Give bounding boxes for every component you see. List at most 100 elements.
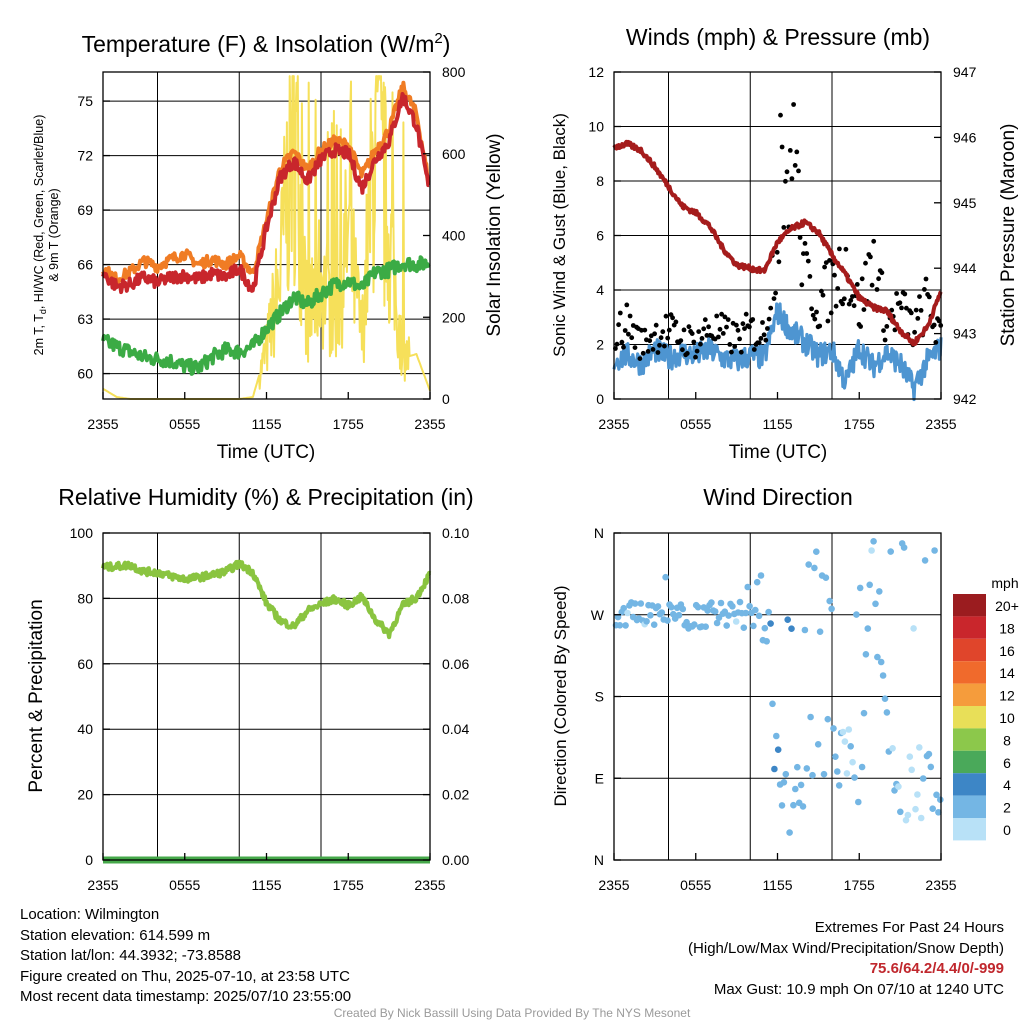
gust-markers [613, 102, 944, 361]
humidity-panel: Relative Humidity (%) & Precipitation (i… [26, 484, 474, 893]
direction-point [839, 728, 847, 736]
winds-y2-ticks: 942 943 944 945 946 947 [934, 64, 977, 407]
direction-point [771, 765, 778, 773]
direction-point [851, 774, 858, 781]
gust-point [655, 350, 661, 355]
gust-point [854, 282, 860, 287]
humidity-grid [103, 533, 430, 860]
speed-legend-label-8: 4 [1003, 777, 1011, 793]
winds-y2-tick-label-3: 945 [953, 195, 977, 211]
direction-point [746, 602, 753, 610]
humidity-y-tick-label-1: 20 [77, 787, 93, 803]
gust-point [629, 335, 635, 341]
gust-point [810, 312, 816, 318]
gust-point [743, 311, 749, 317]
gust-point [768, 305, 774, 311]
direction-point [668, 603, 675, 611]
gust-point [681, 327, 687, 333]
winds-x-tick-label-0: 2355 [598, 416, 629, 432]
speed-legend-label-4: 12 [999, 688, 1015, 704]
temperature-y-label-line1: 2m T, Td, HI/WC (Red, Green, Scarlet/Blu… [32, 115, 48, 356]
direction-point [927, 763, 935, 771]
direction-point [853, 611, 860, 618]
temperature-y-tick-label-5: 75 [77, 93, 93, 109]
humidity-y2-tick-label-4: 0.08 [442, 590, 469, 606]
direction-point [643, 618, 650, 625]
gust-point [837, 246, 842, 252]
direction-point [702, 623, 709, 630]
gust-point [706, 324, 711, 330]
temperature-panel: Temperature (F) & Insolation (W/m2) 60 63… [32, 30, 505, 463]
speed-legend-swatch-2 [953, 638, 986, 662]
direction-point [717, 599, 725, 607]
gust-point [820, 292, 826, 298]
series-line-station-pressure [612, 139, 943, 347]
gust-point [666, 327, 672, 333]
direction-point [780, 779, 788, 786]
gust-point [720, 331, 726, 336]
gust-point [719, 311, 724, 317]
winds-y-tick-label-6: 12 [588, 64, 604, 80]
gust-point [724, 324, 729, 330]
direction-y-label: Direction (Colored By Speed) [551, 585, 570, 806]
direction-x-tick-label-0: 2355 [598, 877, 629, 893]
direction-point [832, 753, 839, 760]
humidity-y2-tick-label-3: 0.06 [442, 656, 469, 672]
gust-point [694, 348, 700, 354]
gust-point [642, 327, 648, 333]
gust-point [717, 326, 723, 332]
speed-legend-label-2: 16 [999, 643, 1015, 659]
direction-point [691, 621, 698, 628]
direction-point [826, 597, 833, 605]
winds-y-tick-label-2: 4 [596, 282, 604, 298]
gust-point [828, 310, 834, 316]
series-line-2m-t [101, 92, 431, 295]
humidity-y-tick-label-0: 0 [85, 852, 93, 868]
direction-point [782, 770, 790, 778]
series-line-sonic-wind [612, 302, 943, 402]
latlon-text: Station lat/lon: 44.3932; -73.8588 [20, 947, 242, 964]
direction-point [805, 561, 812, 568]
direction-point [752, 606, 759, 614]
direction-point [895, 783, 902, 790]
gust-point [825, 318, 831, 324]
gust-point [832, 272, 837, 278]
direction-point [933, 791, 940, 799]
gust-point [701, 326, 707, 332]
direction-point [931, 547, 938, 554]
direction-point [788, 625, 795, 632]
temperature-x-tick-label-1: 0555 [169, 416, 200, 432]
direction-title: Wind Direction [703, 484, 853, 510]
gust-point [684, 351, 690, 356]
direction-point [778, 802, 786, 809]
direction-point [881, 695, 889, 702]
gust-point [779, 144, 785, 150]
direction-y-tick-label-2: S [595, 689, 604, 705]
gust-point [814, 309, 819, 315]
direction-point [662, 573, 669, 581]
gust-point [846, 301, 852, 307]
direction-point [769, 700, 776, 708]
direction-point [750, 622, 757, 630]
speed-legend: 20+ 18 16 14 12 10 8 6 4 2 0 [953, 594, 1019, 841]
winds-y2-tick-label-0: 942 [953, 391, 977, 407]
gust-point [874, 287, 880, 292]
gust-point [735, 327, 741, 333]
gust-point [879, 270, 885, 276]
direction-x-ticks: 2355 0555 1155 1755 2355 [598, 853, 957, 893]
speed-legend-label-0: 20+ [995, 598, 1019, 614]
series-line-td [101, 255, 431, 376]
direction-point [753, 578, 761, 586]
direction-point [790, 801, 797, 809]
direction-point [906, 753, 914, 760]
direction-point [862, 651, 870, 658]
temperature-y-tick-label-0: 60 [77, 366, 93, 382]
gust-point [686, 324, 692, 330]
direction-point [834, 768, 841, 775]
direction-point [647, 612, 654, 619]
gust-point [725, 317, 731, 322]
direction-point [622, 622, 629, 629]
direction-point [929, 805, 936, 812]
temperature-y2-tick-label-0: 0 [442, 391, 450, 407]
temperature-x-ticks: 2355 0555 1155 1755 2355 [87, 392, 446, 432]
